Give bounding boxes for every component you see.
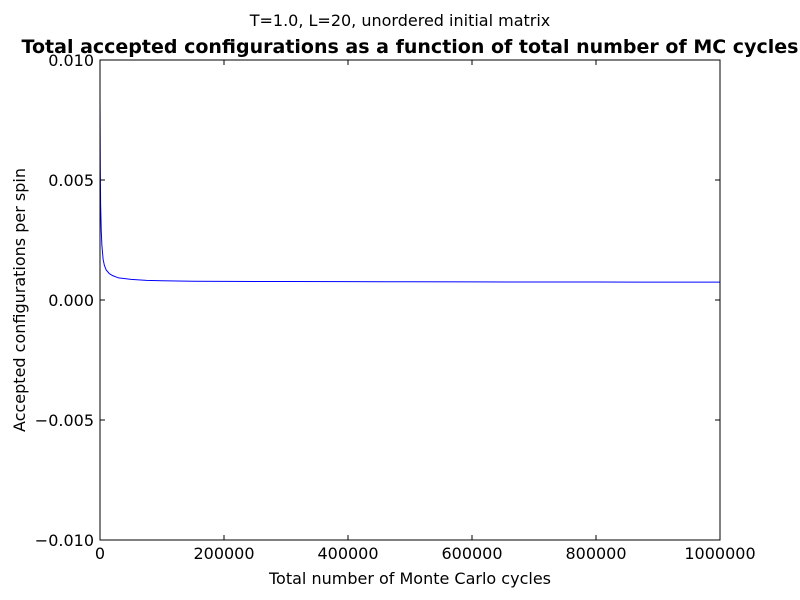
x-tick-label: 600000: [441, 544, 502, 563]
x-tick-label: 800000: [565, 544, 626, 563]
chart-suptitle: T=1.0, L=20, unordered initial matrix: [249, 11, 551, 30]
series-line-0: [99, 95, 721, 283]
x-axis-label: Total number of Monte Carlo cycles: [268, 569, 551, 588]
chart-title: Total accepted configurations as a funct…: [22, 36, 799, 58]
x-tick-label: 200000: [193, 544, 254, 563]
y-axis-label: Accepted configurations per spin: [10, 168, 29, 432]
x-tick-label: 0: [95, 544, 105, 563]
y-tick-label: 0.005: [48, 171, 94, 190]
x-tick-label: 1000000: [684, 544, 755, 563]
plot-area: 0 200000 400000 600000 800000 1000000 −0.010 −0…: [35, 51, 756, 563]
y-tick-label: 0.010: [48, 51, 94, 70]
y-tick-label: 0.000: [48, 291, 94, 310]
y-tick-label: −0.005: [35, 411, 94, 430]
x-tick-label: 400000: [317, 544, 378, 563]
y-tick-label: −0.010: [35, 531, 94, 550]
